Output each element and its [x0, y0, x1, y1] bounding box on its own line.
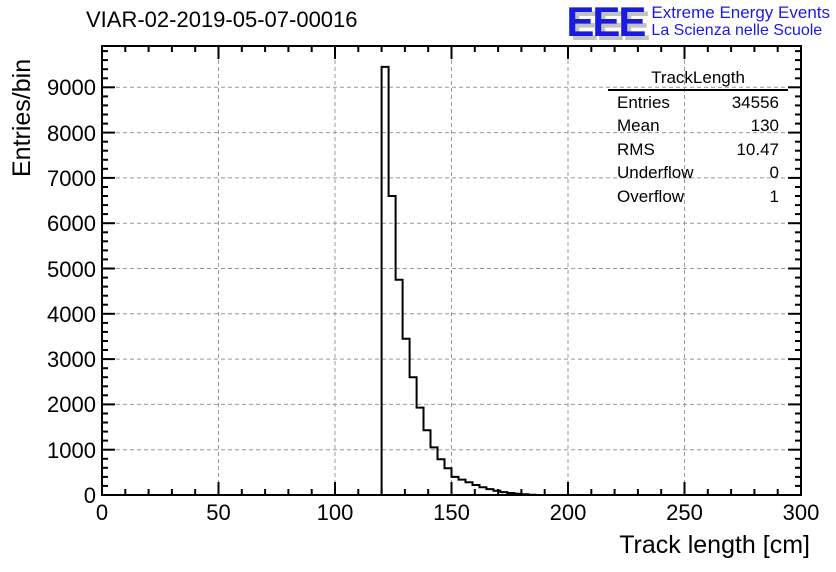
stats-value: 10.47 [736, 139, 779, 159]
stats-row-overflow: Overflow 1 [608, 185, 788, 208]
x-tick-label: 100 [316, 500, 354, 525]
stats-row-rms: RMS 10.47 [608, 138, 788, 161]
plot-title: VIAR-02-2019-05-07-00016 [86, 7, 358, 32]
stats-row-entries: Entries 34556 [608, 91, 788, 114]
x-axis-title: Track length [cm] [619, 531, 810, 559]
stats-box-title: TrackLength [608, 67, 788, 91]
y-tick-label: 0 [83, 483, 96, 508]
x-tick-label: 0 [95, 500, 109, 525]
stats-value: 1 [769, 186, 779, 206]
y-tick-label: 6000 [47, 211, 96, 237]
stats-label: RMS [617, 139, 655, 159]
y-tick-label: 5000 [47, 256, 96, 282]
x-tick-label: 200 [549, 500, 587, 525]
eee-logo-mark: EEE [566, 0, 646, 45]
x-tick-label: 150 [433, 500, 470, 525]
stats-label: Underflow [617, 163, 694, 183]
y-tick-label: 8000 [47, 120, 96, 146]
stats-value: 0 [769, 163, 779, 183]
y-tick-label: 4000 [47, 301, 96, 327]
stats-value: 34556 [731, 93, 779, 112]
stats-box: TrackLength Entries 34556 Mean 130 RMS 1… [608, 67, 788, 208]
eee-logo-text: Extreme Energy Events La Scienza nelle S… [651, 4, 830, 40]
y-tick-label: 2000 [47, 392, 96, 418]
y-tick-label: 9000 [47, 75, 96, 101]
x-tick-label: 250 [666, 500, 703, 525]
stats-row-underflow: Underflow 0 [608, 161, 788, 184]
y-tick-label: 1000 [47, 437, 96, 463]
stats-row-mean: Mean 130 [608, 114, 788, 137]
stats-value: 130 [750, 116, 779, 136]
y-tick-label: 3000 [47, 347, 96, 373]
x-tick-label: 50 [206, 500, 231, 525]
stats-label: Mean [617, 116, 660, 136]
eee-logo-line1: Extreme Energy Events [651, 3, 830, 22]
stats-label: Overflow [617, 186, 685, 206]
eee-logo-line2: La Scienza nelle Scuole [651, 22, 823, 39]
y-tick-label: 7000 [47, 165, 96, 191]
eee-logo: EEE Extreme Energy Events La Scienza nel… [566, 0, 830, 45]
stats-label: Entries [617, 93, 670, 112]
x-tick-label: 300 [782, 500, 820, 525]
